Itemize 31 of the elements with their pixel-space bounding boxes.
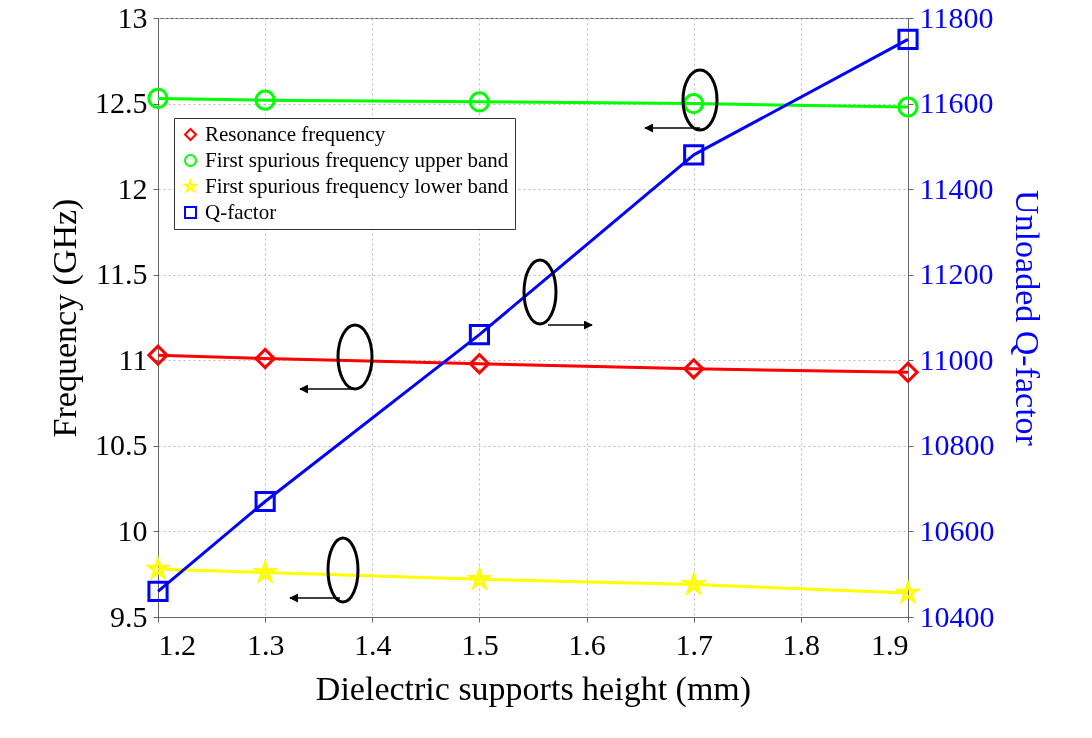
legend-label: Q-factor bbox=[205, 199, 277, 224]
y2-tick-label: 11000 bbox=[919, 342, 994, 376]
y2-tick-label: 10400 bbox=[919, 599, 995, 633]
y2-tick-label: 10800 bbox=[919, 428, 995, 462]
y2-tick-label: 10600 bbox=[919, 513, 995, 547]
y-tick-label: 12 bbox=[117, 171, 148, 205]
x-tick-label: 1.6 bbox=[568, 627, 606, 661]
y-tick-label: 11 bbox=[118, 342, 148, 376]
y-tick-label: 12.5 bbox=[95, 86, 148, 120]
y-tick-label: 9.5 bbox=[110, 599, 148, 633]
x-tick-label: 1.2 bbox=[158, 627, 196, 661]
x-tick-label: 1.4 bbox=[354, 627, 392, 661]
y-tick-label: 11.5 bbox=[96, 257, 148, 291]
y2-tick-label: 11400 bbox=[919, 171, 994, 205]
y2-tick-label: 11600 bbox=[919, 86, 994, 120]
y-axis-title: Frequency (GHz) bbox=[46, 198, 84, 438]
x-axis-title: Dielectric supports height (mm) bbox=[315, 669, 752, 708]
legend-label: First spurious frequency upper band bbox=[205, 147, 509, 172]
x-tick-label: 1.3 bbox=[246, 627, 285, 661]
x-tick-label: 1.5 bbox=[461, 627, 499, 661]
y2-tick-label: 11200 bbox=[919, 257, 994, 291]
y-tick-label: 13 bbox=[117, 0, 148, 34]
y-tick-label: 10 bbox=[117, 513, 148, 547]
y2-tick-label: 11800 bbox=[919, 0, 994, 34]
y2-axis-title: Unloaded Q-factor bbox=[1008, 190, 1046, 447]
y-tick-label: 10.5 bbox=[95, 428, 148, 462]
legend-label: Resonance frequency bbox=[205, 121, 386, 146]
x-tick-label: 1.8 bbox=[782, 627, 821, 661]
x-tick-label: 1.7 bbox=[675, 627, 713, 661]
x-tick-label: 1.9 bbox=[871, 627, 909, 661]
legend-label: First spurious frequency lower band bbox=[205, 173, 509, 198]
